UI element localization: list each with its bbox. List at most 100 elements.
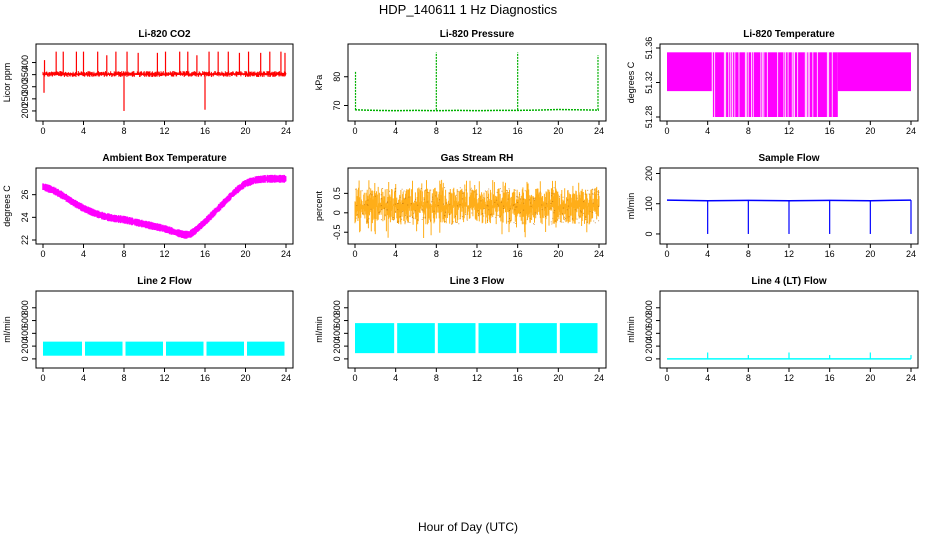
y-tick-label: 0 [644,231,654,236]
panel-title: Line 4 (LT) Flow [751,276,827,287]
y-tick-label: 800 [644,300,654,315]
x-tick-label: 0 [664,249,669,259]
series-licor-temp [667,48,911,117]
x-tick-label: 0 [352,373,357,383]
panel-line3-flow: Line 3 Flow ml/min 0 4 8 12 16 20 24 0 20040060080… [314,276,607,383]
x-tick-label: 0 [40,249,45,259]
noise-band [354,179,600,238]
y-axis-label: degrees C [2,185,12,227]
panel-ambient-box-temp: Ambient Box Temperature degrees C 0 4 8 12 16 2… [2,153,294,259]
y-axis: -0.5 0 0.5 [332,187,348,240]
y-tick-label: 70 [332,100,342,110]
x-tick-label: 24 [594,126,604,136]
x-tick-label: 4 [705,126,710,136]
series-pressure [354,52,600,112]
x-tick-label: 8 [121,249,126,259]
x-tick-label: 0 [664,373,669,383]
y-tick-label: 400 [644,326,654,341]
y-axis-label: percent [314,190,324,221]
x-tick-label: 4 [393,249,398,259]
figure-title: HDP_140611 1 Hz Diagnostics [379,2,558,17]
y-tick-label: 51.36 [644,37,654,60]
x-axis: 0 4 8 12 16 20 24 [352,368,604,383]
x-tick-label: 16 [513,126,523,136]
x-tick-label: 24 [906,126,916,136]
y-tick-label: 800 [20,300,30,315]
flow-segment [85,341,123,356]
temp-band [712,52,838,117]
y-axis-label: Licor ppm [2,63,12,103]
x-axis: 0 4 8 12 16 20 24 [40,368,291,383]
y-tick-label: 350 [20,67,30,82]
panel-title: Li-820 Temperature [743,29,835,40]
x-tick-label: 12 [784,373,794,383]
x-tick-label: 12 [472,126,482,136]
x-tick-label: 4 [393,126,398,136]
y-axis: 22 24 26 [20,190,36,245]
x-tick-label: 24 [281,126,291,136]
panel-licor-temp: Li-820 Temperature degrees C 0 4 8 12 16 20 24 51… [626,29,919,136]
x-tick-label: 20 [240,373,250,383]
y-tick-label: 200 [644,339,654,354]
x-tick-label: 24 [906,373,916,383]
y-tick-label: 600 [20,313,30,328]
x-axis: 0 4 8 12 16 20 24 [664,368,916,383]
x-tick-label: 8 [746,249,751,259]
y-tick-label: 24 [20,212,30,222]
y-tick-label: 250 [20,91,30,106]
x-tick-label: 20 [865,126,875,136]
x-axis: 0 4 8 12 16 20 24 [664,121,916,136]
x-tick-label: 12 [472,249,482,259]
x-tick-label: 20 [553,373,563,383]
y-tick-label: 0 [644,356,654,361]
x-tick-label: 16 [513,249,523,259]
panel-title: Ambient Box Temperature [102,153,227,164]
y-axis: 0 100 200 [644,166,660,236]
y-tick-label: 200 [20,103,30,118]
panel-title: Line 3 Flow [450,276,505,287]
x-tick-label: 0 [40,373,45,383]
x-tick-label: 12 [159,373,169,383]
y-tick-label: 0 [20,356,30,361]
y-tick-label: 0.5 [332,187,342,200]
y-tick-label: 22 [20,235,30,245]
flicker-lines [711,48,833,117]
y-tick-label: 400 [20,326,30,341]
y-axis-label: ml/min [2,316,12,343]
x-tick-label: 24 [281,249,291,259]
y-tick-label: 51.28 [644,106,654,129]
flow-segment [125,341,163,356]
series-sample-flow [666,199,912,234]
flow-segment [478,323,517,354]
y-tick-label: 0 [332,210,342,215]
y-tick-label: 600 [332,313,342,328]
series-line3-flow [355,323,598,354]
x-axis: 0 4 8 12 16 20 24 [352,244,604,259]
flow-segment [166,341,204,356]
y-axis-label: ml/min [314,316,324,343]
temp-band [667,52,713,92]
x-tick-label: 16 [825,249,835,259]
series-co2 [42,51,287,111]
x-tick-label: 4 [81,373,86,383]
x-tick-label: 8 [121,373,126,383]
x-axis: 0 4 8 12 16 20 24 [40,244,291,259]
x-tick-label: 16 [200,249,210,259]
x-tick-label: 16 [200,126,210,136]
x-tick-label: 4 [393,373,398,383]
y-tick-label: 26 [20,190,30,200]
panel-sample-flow: Sample Flow ml/min 0 4 8 12 16 20 24 0 100 200 [626,153,919,259]
x-axis: 0 4 8 12 16 20 24 [664,244,916,259]
y-axis-label: degrees C [626,61,636,103]
figure-xlabel: Hour of Day (UTC) [418,520,518,534]
y-tick-label: 51.32 [644,71,654,94]
x-axis: 0 4 8 12 16 20 24 [40,121,291,136]
flow-segment [247,341,285,356]
series-gas-stream-rh [354,179,600,238]
x-tick-label: 8 [434,126,439,136]
flow-segment [519,323,557,354]
